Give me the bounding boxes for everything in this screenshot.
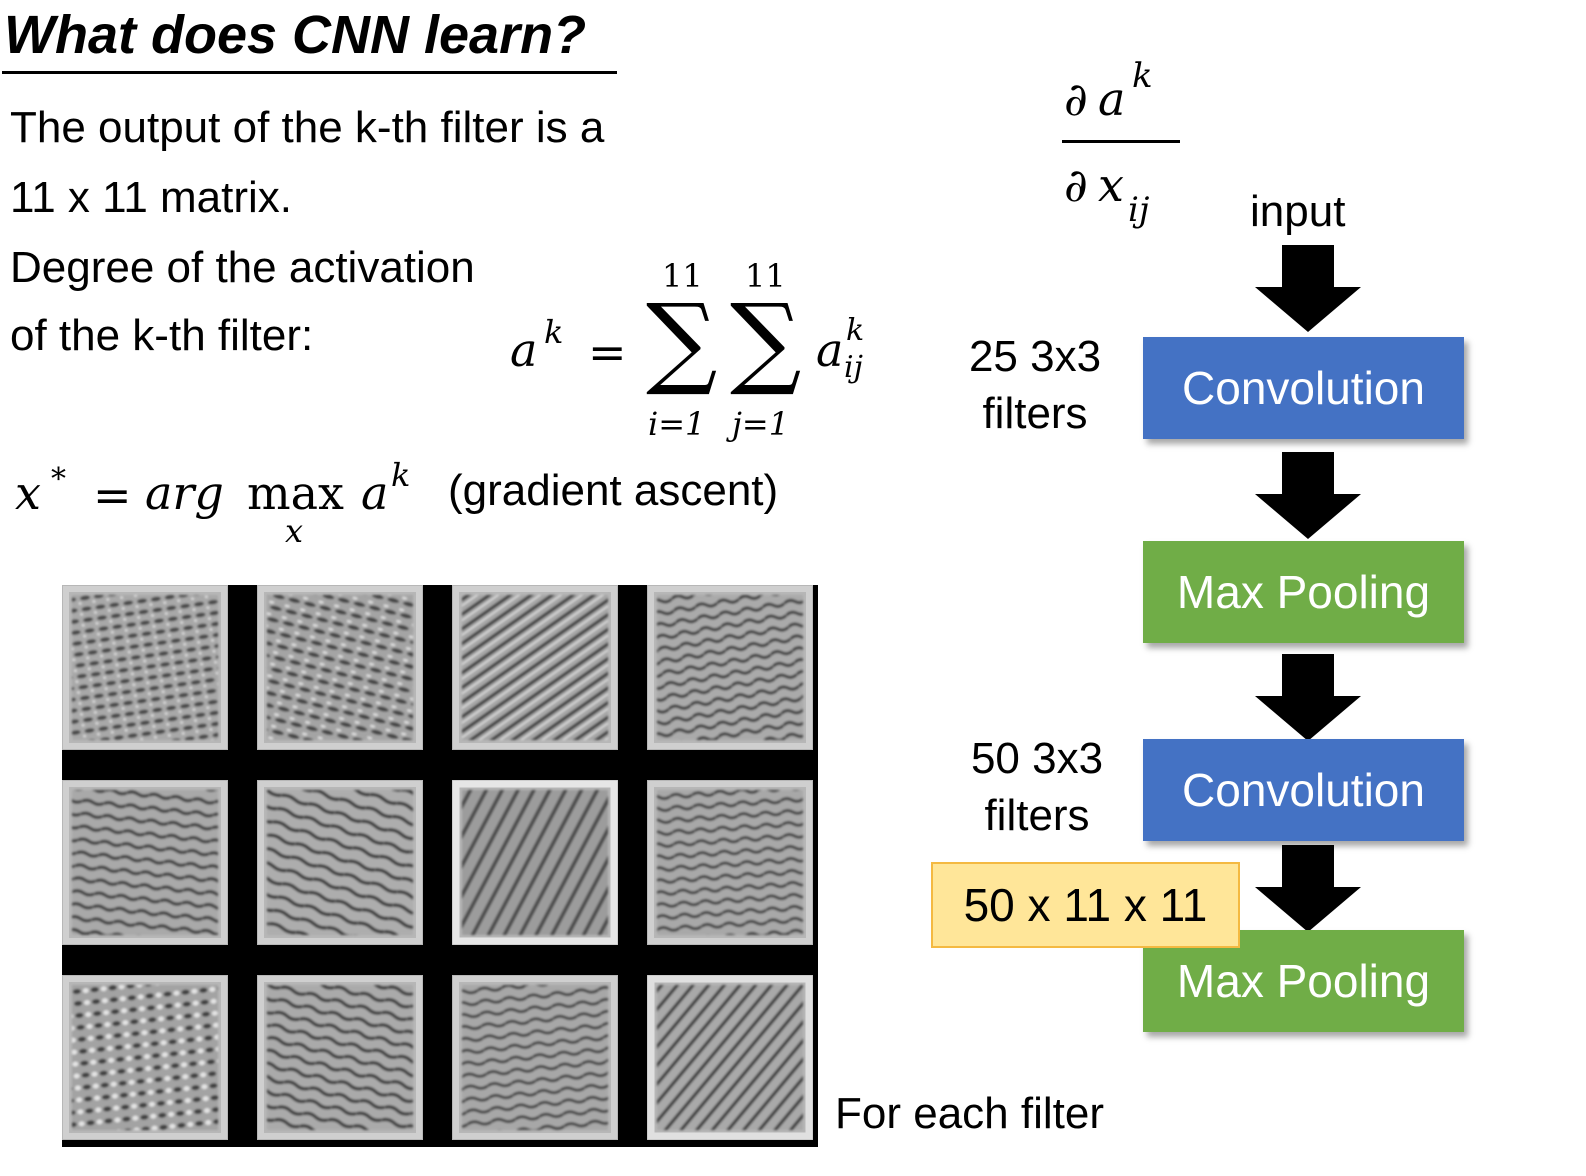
filter-tile — [257, 975, 423, 1140]
convolution-layer-1: Convolution — [1143, 337, 1464, 439]
argmax-equals: = — [93, 468, 132, 522]
sum-lhs-superscript: k — [544, 313, 564, 351]
derivative-den-partial: ∂ — [1064, 158, 1088, 212]
text-line-3: Degree of the activation — [10, 243, 475, 292]
sum2-sigma: ∑ — [730, 282, 802, 399]
filter-tile — [62, 585, 228, 750]
text-line-2: 11 x 11 matrix. — [10, 173, 293, 222]
gradient-ascent-note: (gradient ascent) — [448, 466, 779, 515]
input-label: input — [1250, 187, 1346, 236]
derivative-num-partial: ∂ — [1064, 72, 1088, 126]
argmax-max: max — [247, 466, 344, 520]
sum1-lower-limit: i=1 — [648, 405, 706, 443]
derivative-den-subscript: ij — [1128, 190, 1150, 230]
conv1-filter-count: 25 3x3 — [968, 332, 1102, 381]
sum1-sigma: ∑ — [646, 282, 718, 399]
text-line-4: of the k-th filter: — [10, 311, 314, 360]
sum-formula: a k = 11 ∑ i=1 11 ∑ j=1 a k ij — [500, 255, 900, 455]
derivative-num-superscript: k — [1132, 56, 1153, 96]
derivative-den-var: x — [1098, 158, 1124, 212]
down-arrow-icon — [1255, 845, 1361, 932]
argmax-x: x — [15, 466, 41, 520]
output-shape-badge: 50 x 11 x 11 — [931, 862, 1240, 948]
filter-tile — [62, 975, 228, 1140]
down-arrow-icon — [1255, 654, 1361, 741]
filter-tile — [647, 975, 813, 1140]
filter-tile — [647, 780, 813, 945]
conv2-filter-count: 50 3x3 — [970, 734, 1104, 783]
sum2-upper-limit: 11 — [745, 257, 786, 295]
slide-title: What does CNN learn? — [4, 5, 587, 65]
filter-tile — [452, 585, 618, 750]
title-underline — [2, 71, 617, 74]
conv2-filter-word: filters — [984, 791, 1090, 841]
down-arrow-icon — [1255, 245, 1361, 332]
conv1-filter-word: filters — [982, 389, 1088, 439]
argmax-star: * — [51, 462, 66, 497]
filter-tile — [452, 780, 618, 945]
argmax-a-superscript: k — [391, 456, 411, 494]
convolution-layer-2: Convolution — [1143, 739, 1464, 841]
conv1-filter-note: 25 3x3 filters — [955, 328, 1115, 442]
text-line-1: The output of the k-th filter is a — [10, 103, 605, 152]
sum-term-subscript: ij — [844, 350, 863, 385]
conv2-filter-note: 50 3x3 filters — [957, 730, 1117, 844]
sum2-lower-limit: j=1 — [732, 405, 790, 443]
argmax-a: a — [361, 466, 389, 520]
filter-tile — [452, 975, 618, 1140]
argmax-arg: arg — [145, 466, 224, 520]
derivative-formula: ∂ a k ∂ x ij — [1060, 50, 1190, 230]
argmax-formula: x * = arg max x a k — [15, 456, 435, 560]
for-each-filter-caption: For each filter — [835, 1089, 1104, 1138]
sum-equals: = — [588, 325, 627, 379]
filter-tile — [647, 585, 813, 750]
filter-tile — [62, 780, 228, 945]
argmax-max-subscript: x — [285, 512, 304, 550]
sum-lhs: a — [510, 323, 538, 377]
sum-term-superscript: k — [846, 313, 865, 348]
filter-tile — [257, 780, 423, 945]
sum-term: a — [816, 323, 844, 377]
fraction-bar — [1062, 140, 1180, 143]
sum1-upper-limit: 11 — [662, 257, 703, 295]
derivative-num-var: a — [1098, 72, 1126, 126]
max-pooling-layer-2: Max Pooling — [1143, 930, 1464, 1032]
filter-tile — [257, 585, 423, 750]
filter-visualization-grid — [62, 585, 818, 1147]
max-pooling-layer-1: Max Pooling — [1143, 541, 1464, 643]
down-arrow-icon — [1255, 452, 1361, 539]
